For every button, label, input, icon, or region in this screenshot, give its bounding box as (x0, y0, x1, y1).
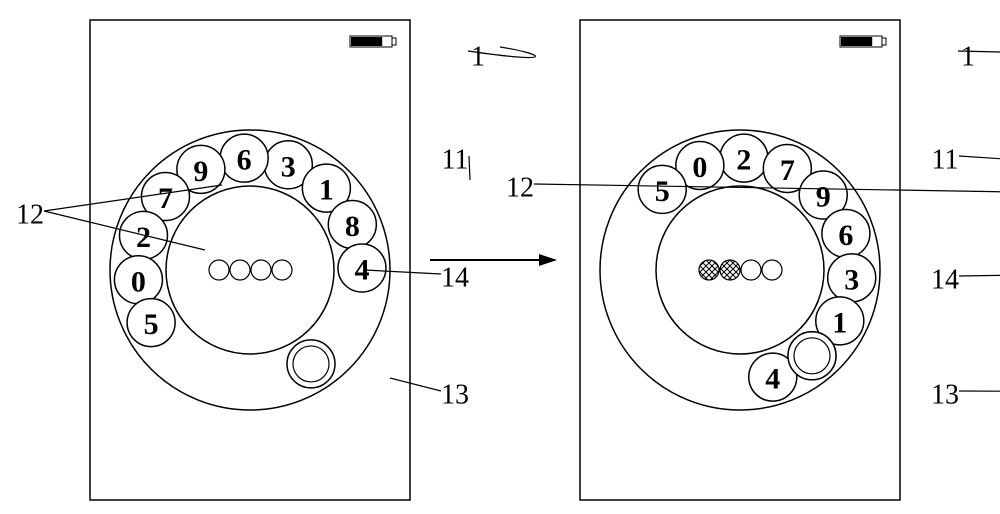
digit-label: 6 (237, 144, 252, 177)
pin-indicator-dot (272, 260, 292, 280)
digit-label: 0 (692, 151, 707, 184)
pin-indicator-dot (741, 260, 761, 280)
digit-label: 2 (136, 221, 151, 254)
digit-label: 0 (131, 265, 146, 298)
phone-frame: 2057963184 (580, 20, 900, 500)
callout-label: 14 (441, 263, 469, 294)
pin-indicator-dot (209, 260, 229, 280)
digit-label: 8 (345, 210, 360, 243)
finger-stop[interactable] (287, 340, 335, 388)
callout-leader (469, 156, 470, 180)
digit-label: 7 (158, 182, 173, 215)
pin-indicator-dot (230, 260, 250, 280)
digit-label: 5 (655, 175, 670, 208)
callout-label: 11 (442, 145, 469, 176)
finger-stop[interactable] (788, 332, 836, 380)
pin-indicator-dot (251, 260, 271, 280)
callout-leader (959, 156, 1000, 188)
digit-label: 3 (281, 150, 296, 183)
callout-label: 13 (441, 380, 469, 411)
callout-label: 14 (931, 265, 959, 296)
digit-label: 5 (144, 308, 159, 341)
digit-label: 1 (319, 174, 334, 207)
battery-level (351, 37, 382, 46)
callout-leader (959, 391, 1000, 393)
callout-label: 11 (932, 145, 959, 176)
digit-label: 6 (838, 219, 853, 252)
digit-label: 2 (736, 144, 751, 177)
callout-label: 1 (961, 42, 975, 73)
phone-frame: 3697205184 (90, 20, 410, 500)
callout-label: 12 (16, 200, 44, 231)
digit-label: 9 (193, 155, 208, 188)
digit-label: 3 (844, 263, 859, 296)
pin-indicator-dot (699, 260, 719, 280)
digit-label: 1 (832, 306, 847, 339)
pin-indicator-dot (762, 260, 782, 280)
callout-leader (959, 270, 1000, 276)
battery-level (841, 37, 872, 46)
digit-label: 9 (816, 181, 831, 214)
digit-label: 7 (780, 154, 795, 187)
digit-label: 4 (765, 363, 780, 396)
pin-indicator-dot (720, 260, 740, 280)
callout-label: 1 (471, 42, 485, 73)
callout-label: 12 (506, 173, 534, 204)
callout-label: 13 (931, 380, 959, 411)
